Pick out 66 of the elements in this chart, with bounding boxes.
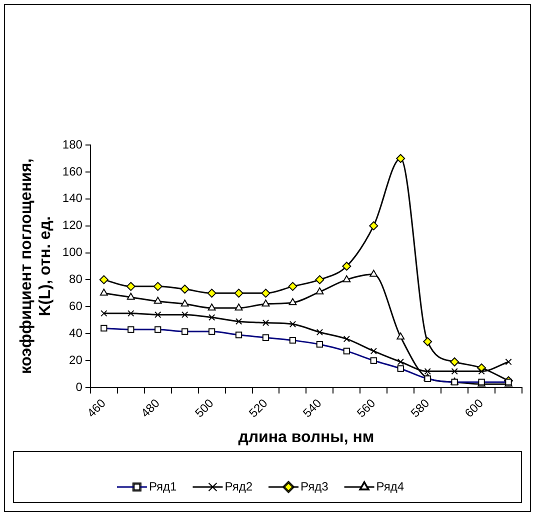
legend-label: Ряд1 <box>148 479 178 494</box>
x-axis-title: длина волны, нм <box>238 428 374 446</box>
point <box>451 368 458 375</box>
x-tick-label: 500 <box>192 396 216 420</box>
point <box>180 284 190 294</box>
point <box>342 262 352 271</box>
point <box>208 314 216 321</box>
point <box>396 154 406 163</box>
x-tick-label: 560 <box>354 396 378 420</box>
point <box>343 336 350 342</box>
point <box>126 292 135 300</box>
y-tick-label: 80 <box>69 272 83 286</box>
point <box>450 357 460 366</box>
legend-label: Ряд3 <box>300 479 329 494</box>
point <box>342 275 351 282</box>
y-tick-label: 160 <box>62 164 83 178</box>
x-tick-label: 600 <box>462 396 486 420</box>
point <box>126 282 136 291</box>
point <box>100 288 108 296</box>
point <box>289 320 296 328</box>
point <box>478 368 485 375</box>
point <box>235 318 242 325</box>
point <box>288 282 298 291</box>
y-tick-label: 120 <box>62 218 83 232</box>
y-axis-title: коэффициент поглощения, K(L), отн. ед. <box>18 158 54 374</box>
point <box>234 288 244 298</box>
point <box>128 310 134 317</box>
point <box>99 275 108 284</box>
x-tick-label: 580 <box>408 396 432 420</box>
point <box>505 358 512 366</box>
y-tick-label: 60 <box>69 298 83 313</box>
point <box>262 319 270 326</box>
y-tick-label: 100 <box>62 245 83 260</box>
x-tick-label: 460 <box>84 396 109 420</box>
y-tick-label: 20 <box>69 352 83 367</box>
y-tick-label: 140 <box>62 191 83 206</box>
legend-label: Ряд4 <box>376 479 404 494</box>
point <box>207 288 216 298</box>
legend-label: Ряд2 <box>224 479 253 494</box>
point <box>208 303 216 310</box>
point <box>396 332 405 340</box>
point <box>288 298 297 306</box>
y-tick-label: 180 <box>62 137 83 152</box>
point <box>234 303 243 310</box>
point <box>182 311 188 318</box>
y-tick-label: 0 <box>76 380 83 394</box>
point <box>154 296 162 304</box>
point <box>315 275 324 284</box>
point <box>154 311 162 318</box>
x-tick-label: 540 <box>300 396 324 420</box>
point <box>100 310 108 317</box>
point <box>370 348 377 354</box>
point <box>180 299 189 306</box>
point <box>316 328 324 336</box>
point <box>316 287 324 294</box>
point <box>261 288 270 298</box>
x-tick-label: 520 <box>246 396 270 420</box>
point <box>153 282 162 291</box>
point <box>262 299 270 306</box>
point <box>369 221 378 230</box>
x-tick-label: 480 <box>138 396 163 420</box>
point <box>397 358 404 366</box>
point <box>423 337 432 346</box>
y-tick-label: 40 <box>69 326 83 340</box>
point <box>424 368 431 375</box>
point <box>370 270 378 277</box>
